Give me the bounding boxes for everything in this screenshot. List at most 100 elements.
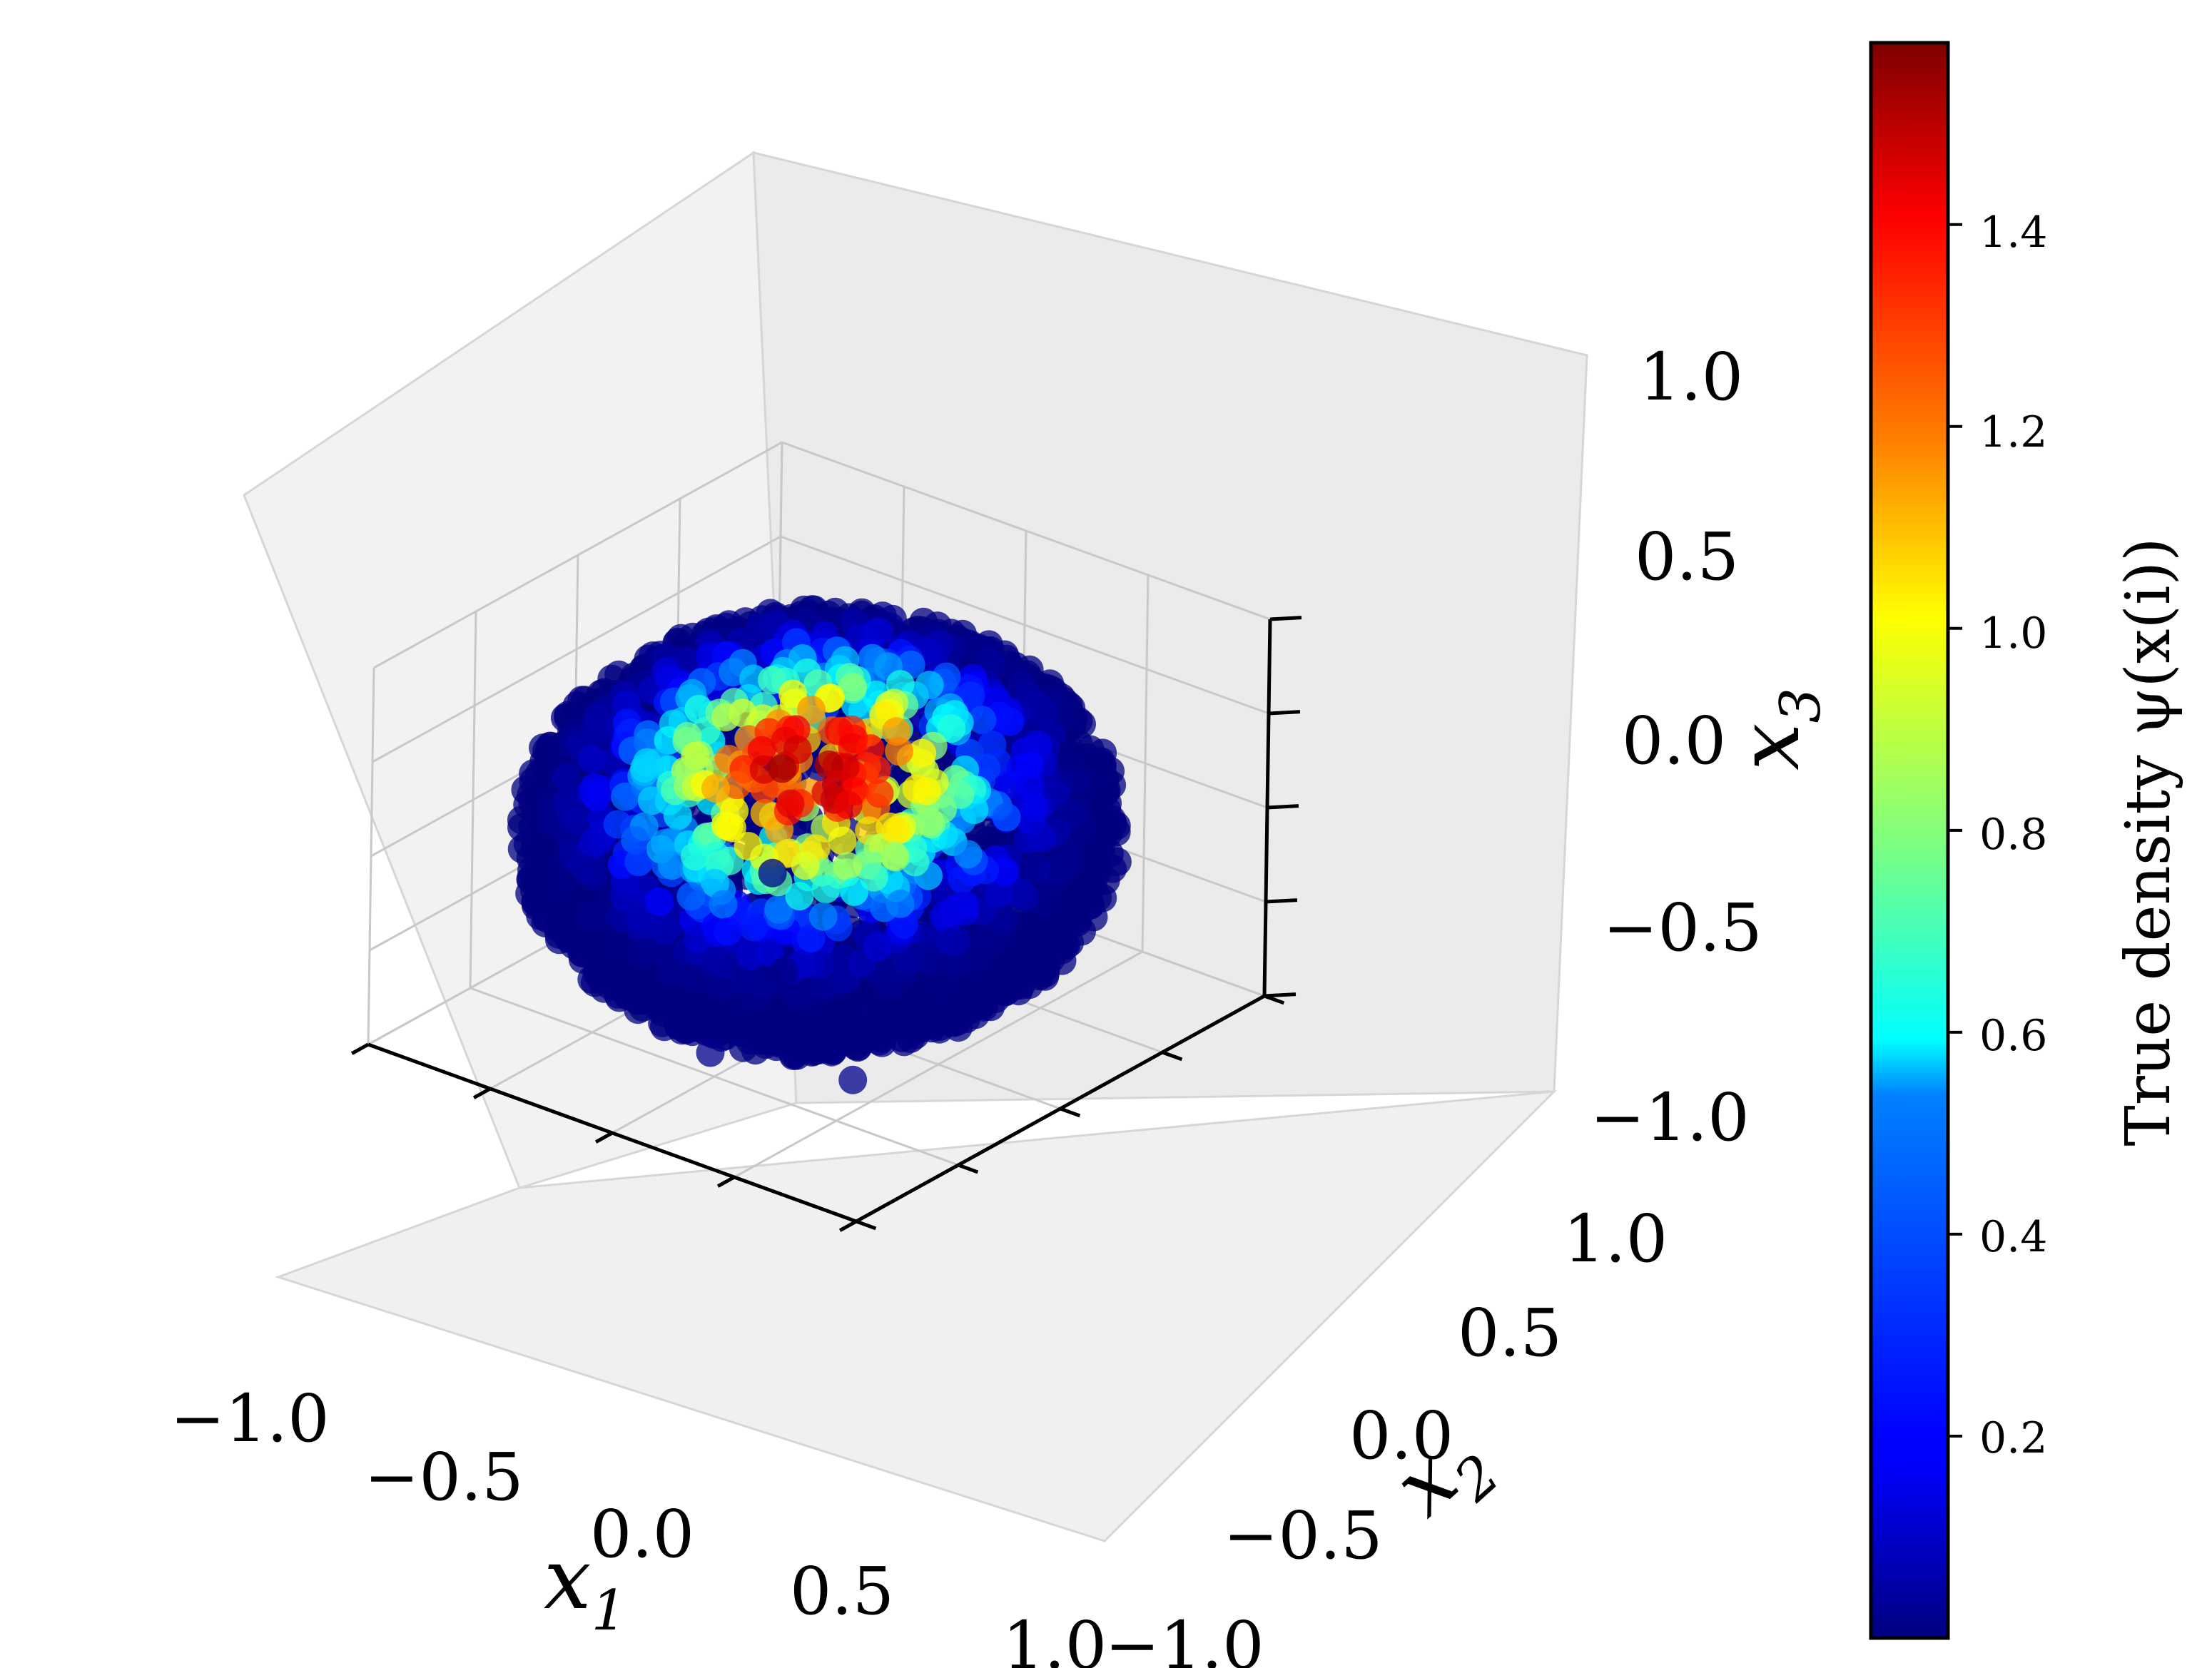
scatter-points bbox=[507, 595, 1132, 1094]
scatter-point bbox=[1021, 855, 1050, 883]
gridline bbox=[372, 535, 781, 763]
scatter-point bbox=[833, 852, 862, 881]
gridline bbox=[780, 535, 1269, 715]
scatter-point bbox=[1052, 744, 1081, 773]
scatter-point bbox=[664, 801, 692, 830]
scatter-point bbox=[935, 927, 965, 957]
colorbar-label: True density ψ(x(i)) bbox=[2113, 537, 2184, 1146]
y-tick-label: −0.5 bbox=[1223, 1497, 1382, 1574]
scatter-point bbox=[1042, 917, 1071, 947]
scatter-point bbox=[736, 941, 765, 970]
scatter-point bbox=[785, 882, 814, 911]
scatter-point bbox=[1032, 889, 1061, 918]
scatter-point bbox=[919, 969, 948, 998]
scatter-point bbox=[637, 786, 666, 815]
scatter-point bbox=[1080, 783, 1109, 813]
scatter-point bbox=[1020, 925, 1049, 954]
colorbar-tick-label: 1.0 bbox=[1979, 609, 2047, 658]
scatter-point bbox=[739, 912, 768, 942]
x-tick-labels: −1.0 −0.5 0.0 0.5 1.0 bbox=[170, 1380, 1107, 1668]
z-tick-label: 0.5 bbox=[1635, 519, 1739, 595]
scatter-point bbox=[552, 763, 581, 792]
x-tick-label: 0.0 bbox=[590, 1496, 694, 1572]
z-tick-label: −0.5 bbox=[1603, 890, 1762, 966]
x-tick-mark bbox=[594, 1131, 614, 1144]
scatter-point bbox=[709, 890, 738, 919]
colorbar-tick-label: 1.2 bbox=[1979, 407, 2047, 457]
y-tick-mark bbox=[1264, 994, 1285, 1005]
scatter-point bbox=[859, 863, 888, 892]
z-tick-labels: −1.0 −0.5 0.0 0.5 1.0 bbox=[1590, 339, 1762, 1156]
scatter-point bbox=[624, 848, 654, 877]
scatter-point bbox=[874, 970, 903, 1000]
scatter-point bbox=[701, 774, 730, 803]
scatter-point bbox=[880, 841, 909, 870]
scatter-point bbox=[791, 851, 820, 880]
scatter-point bbox=[714, 917, 743, 946]
scatter-point bbox=[937, 714, 966, 743]
scatter-point bbox=[938, 948, 967, 977]
y-tick-mark bbox=[1060, 1107, 1081, 1118]
scatter-point bbox=[838, 673, 867, 702]
gridline bbox=[781, 441, 1271, 621]
z-tick-mark bbox=[1265, 898, 1298, 904]
z-tick-label: −1.0 bbox=[1590, 1079, 1749, 1156]
floor-pane bbox=[275, 1090, 1558, 1542]
scatter-point bbox=[1042, 858, 1072, 887]
scatter-point bbox=[1015, 751, 1044, 780]
scatter-point bbox=[953, 840, 983, 869]
scatter-point bbox=[915, 671, 944, 700]
scatter-point bbox=[830, 1012, 859, 1042]
colorbar: 0.2 0.4 0.6 0.8 1.0 1.2 1.4 True density… bbox=[1869, 41, 2184, 1640]
scatter-point bbox=[582, 783, 612, 812]
scatter-point bbox=[950, 897, 980, 926]
z-tick-mark bbox=[1267, 804, 1299, 810]
scatter-point bbox=[985, 879, 1014, 908]
z-tick-mark bbox=[1264, 992, 1297, 998]
y-tick-mark bbox=[958, 1163, 979, 1174]
scatter-point bbox=[711, 703, 740, 732]
scatter-point bbox=[871, 1000, 900, 1029]
scatter-point bbox=[578, 901, 607, 930]
scatter-point bbox=[840, 877, 869, 906]
scatter-point bbox=[629, 938, 658, 967]
scatter-point bbox=[973, 927, 1003, 957]
scatter-point bbox=[722, 771, 751, 800]
scatter-point bbox=[885, 737, 913, 766]
scatter-point bbox=[882, 816, 910, 845]
scatter-point bbox=[564, 806, 593, 835]
x-tick-mark bbox=[472, 1087, 492, 1099]
scatter-point bbox=[764, 895, 793, 924]
scatter-point bbox=[865, 779, 894, 808]
scatter-point bbox=[995, 707, 1025, 736]
scatter-point bbox=[908, 738, 937, 768]
scatter-point bbox=[541, 895, 570, 925]
gridline bbox=[734, 950, 1143, 1179]
x-tick-label: −0.5 bbox=[364, 1439, 523, 1515]
scatter-point bbox=[621, 825, 650, 855]
scatter-point bbox=[797, 696, 826, 724]
x-tick-mark bbox=[350, 1042, 370, 1055]
z-axis-label: x3 bbox=[1720, 688, 1833, 771]
scatter-point bbox=[626, 902, 655, 932]
scatter-point bbox=[579, 828, 608, 858]
gridline bbox=[1141, 574, 1150, 952]
scatter-point bbox=[630, 965, 659, 994]
scatter-point bbox=[811, 875, 841, 904]
x-tick-label: 1.0 bbox=[1003, 1607, 1107, 1668]
x-tick-mark bbox=[716, 1175, 736, 1188]
z-tick-label: 1.0 bbox=[1639, 339, 1743, 415]
y-tick-mark bbox=[856, 1219, 877, 1231]
scatter-point bbox=[630, 753, 659, 783]
scatter-point bbox=[863, 932, 893, 961]
scatter-point bbox=[796, 924, 826, 952]
scatter-point bbox=[778, 679, 807, 708]
scatter-point bbox=[838, 1065, 868, 1094]
scatter-point bbox=[610, 882, 639, 911]
y-tick-label: 0.0 bbox=[1349, 1398, 1453, 1474]
gridline bbox=[373, 441, 783, 669]
scatter-point bbox=[1028, 823, 1057, 853]
z-tick-mark bbox=[1269, 616, 1302, 621]
x-tick-label: −1.0 bbox=[170, 1380, 329, 1457]
